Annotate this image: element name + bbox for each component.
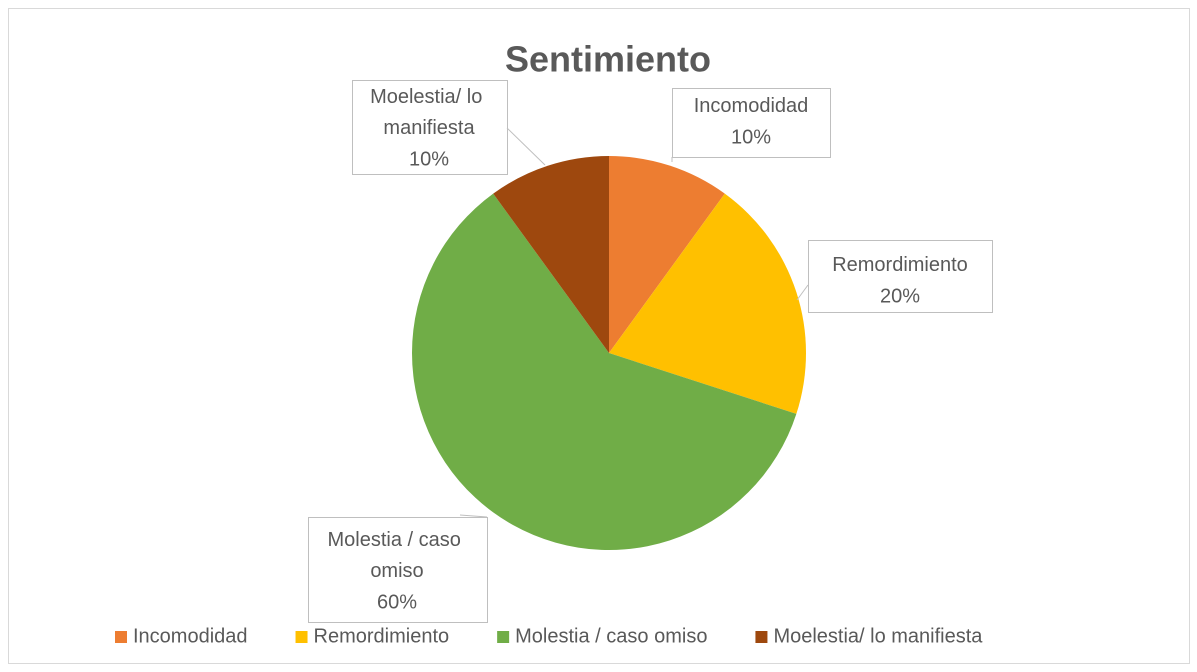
legend-label: Moelestia/ lo manifiesta [773,625,983,647]
legend-swatch [295,631,308,643]
callout-box [672,88,831,158]
pie-slice [609,193,807,414]
data-label-value: 10% [731,126,771,148]
data-label-name: Incomodidad [694,95,809,117]
pie-slice [609,156,725,353]
callout-box [808,240,993,313]
data-label-value: 10% [409,148,449,170]
legend-label: Molestia / caso omiso [515,625,707,647]
data-label-name: Molestia / caso omiso [328,529,467,582]
leader-line [506,127,546,166]
leader-line [459,514,488,518]
legend-swatch [755,631,768,643]
pie-slice [411,193,797,550]
data-label-name: Remordimiento [832,254,968,276]
chart-title: Sentimiento [505,39,711,80]
legend-label: Remordimiento [314,625,450,647]
data-label-name: Moelestia/ lo manifiesta [370,86,488,139]
pie-slice [493,156,609,353]
legend-swatch [115,631,127,643]
legend-swatch [497,631,510,643]
callout-box [352,80,508,175]
data-label-value: 60% [377,591,417,613]
data-label-value: 20% [880,285,920,307]
leader-line [796,284,809,301]
callout-box [308,517,488,623]
legend-label: Incomodidad [133,625,248,647]
